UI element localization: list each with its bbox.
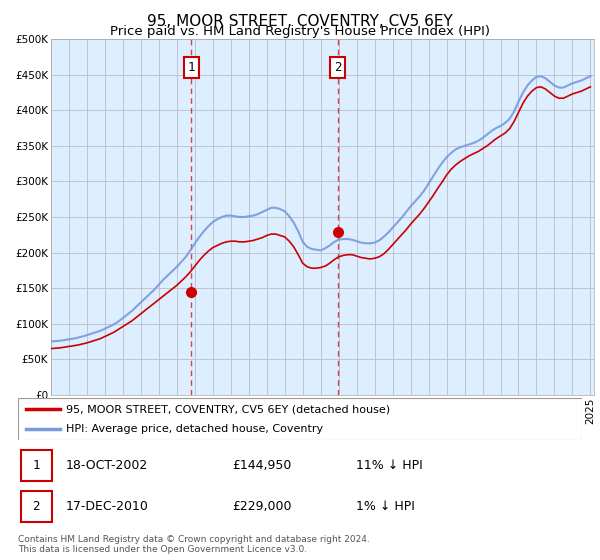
Text: Contains HM Land Registry data © Crown copyright and database right 2024.
This d: Contains HM Land Registry data © Crown c… (18, 535, 370, 554)
Text: 1: 1 (187, 61, 195, 74)
Text: £144,950: £144,950 (232, 459, 292, 472)
Text: 95, MOOR STREET, COVENTRY, CV5 6EY: 95, MOOR STREET, COVENTRY, CV5 6EY (147, 14, 453, 29)
FancyBboxPatch shape (21, 491, 52, 521)
Text: HPI: Average price, detached house, Coventry: HPI: Average price, detached house, Cove… (66, 424, 323, 434)
Text: Price paid vs. HM Land Registry's House Price Index (HPI): Price paid vs. HM Land Registry's House … (110, 25, 490, 38)
Text: £229,000: £229,000 (232, 500, 292, 512)
Text: 18-OCT-2002: 18-OCT-2002 (66, 459, 148, 472)
Text: 11% ↓ HPI: 11% ↓ HPI (356, 459, 423, 472)
FancyBboxPatch shape (21, 450, 52, 481)
Text: 1% ↓ HPI: 1% ↓ HPI (356, 500, 415, 512)
Text: 1: 1 (32, 459, 40, 472)
Text: 2: 2 (32, 500, 40, 512)
Text: 2: 2 (334, 61, 342, 74)
Text: 17-DEC-2010: 17-DEC-2010 (66, 500, 149, 512)
FancyBboxPatch shape (18, 398, 582, 440)
Text: 95, MOOR STREET, COVENTRY, CV5 6EY (detached house): 95, MOOR STREET, COVENTRY, CV5 6EY (deta… (66, 404, 390, 414)
